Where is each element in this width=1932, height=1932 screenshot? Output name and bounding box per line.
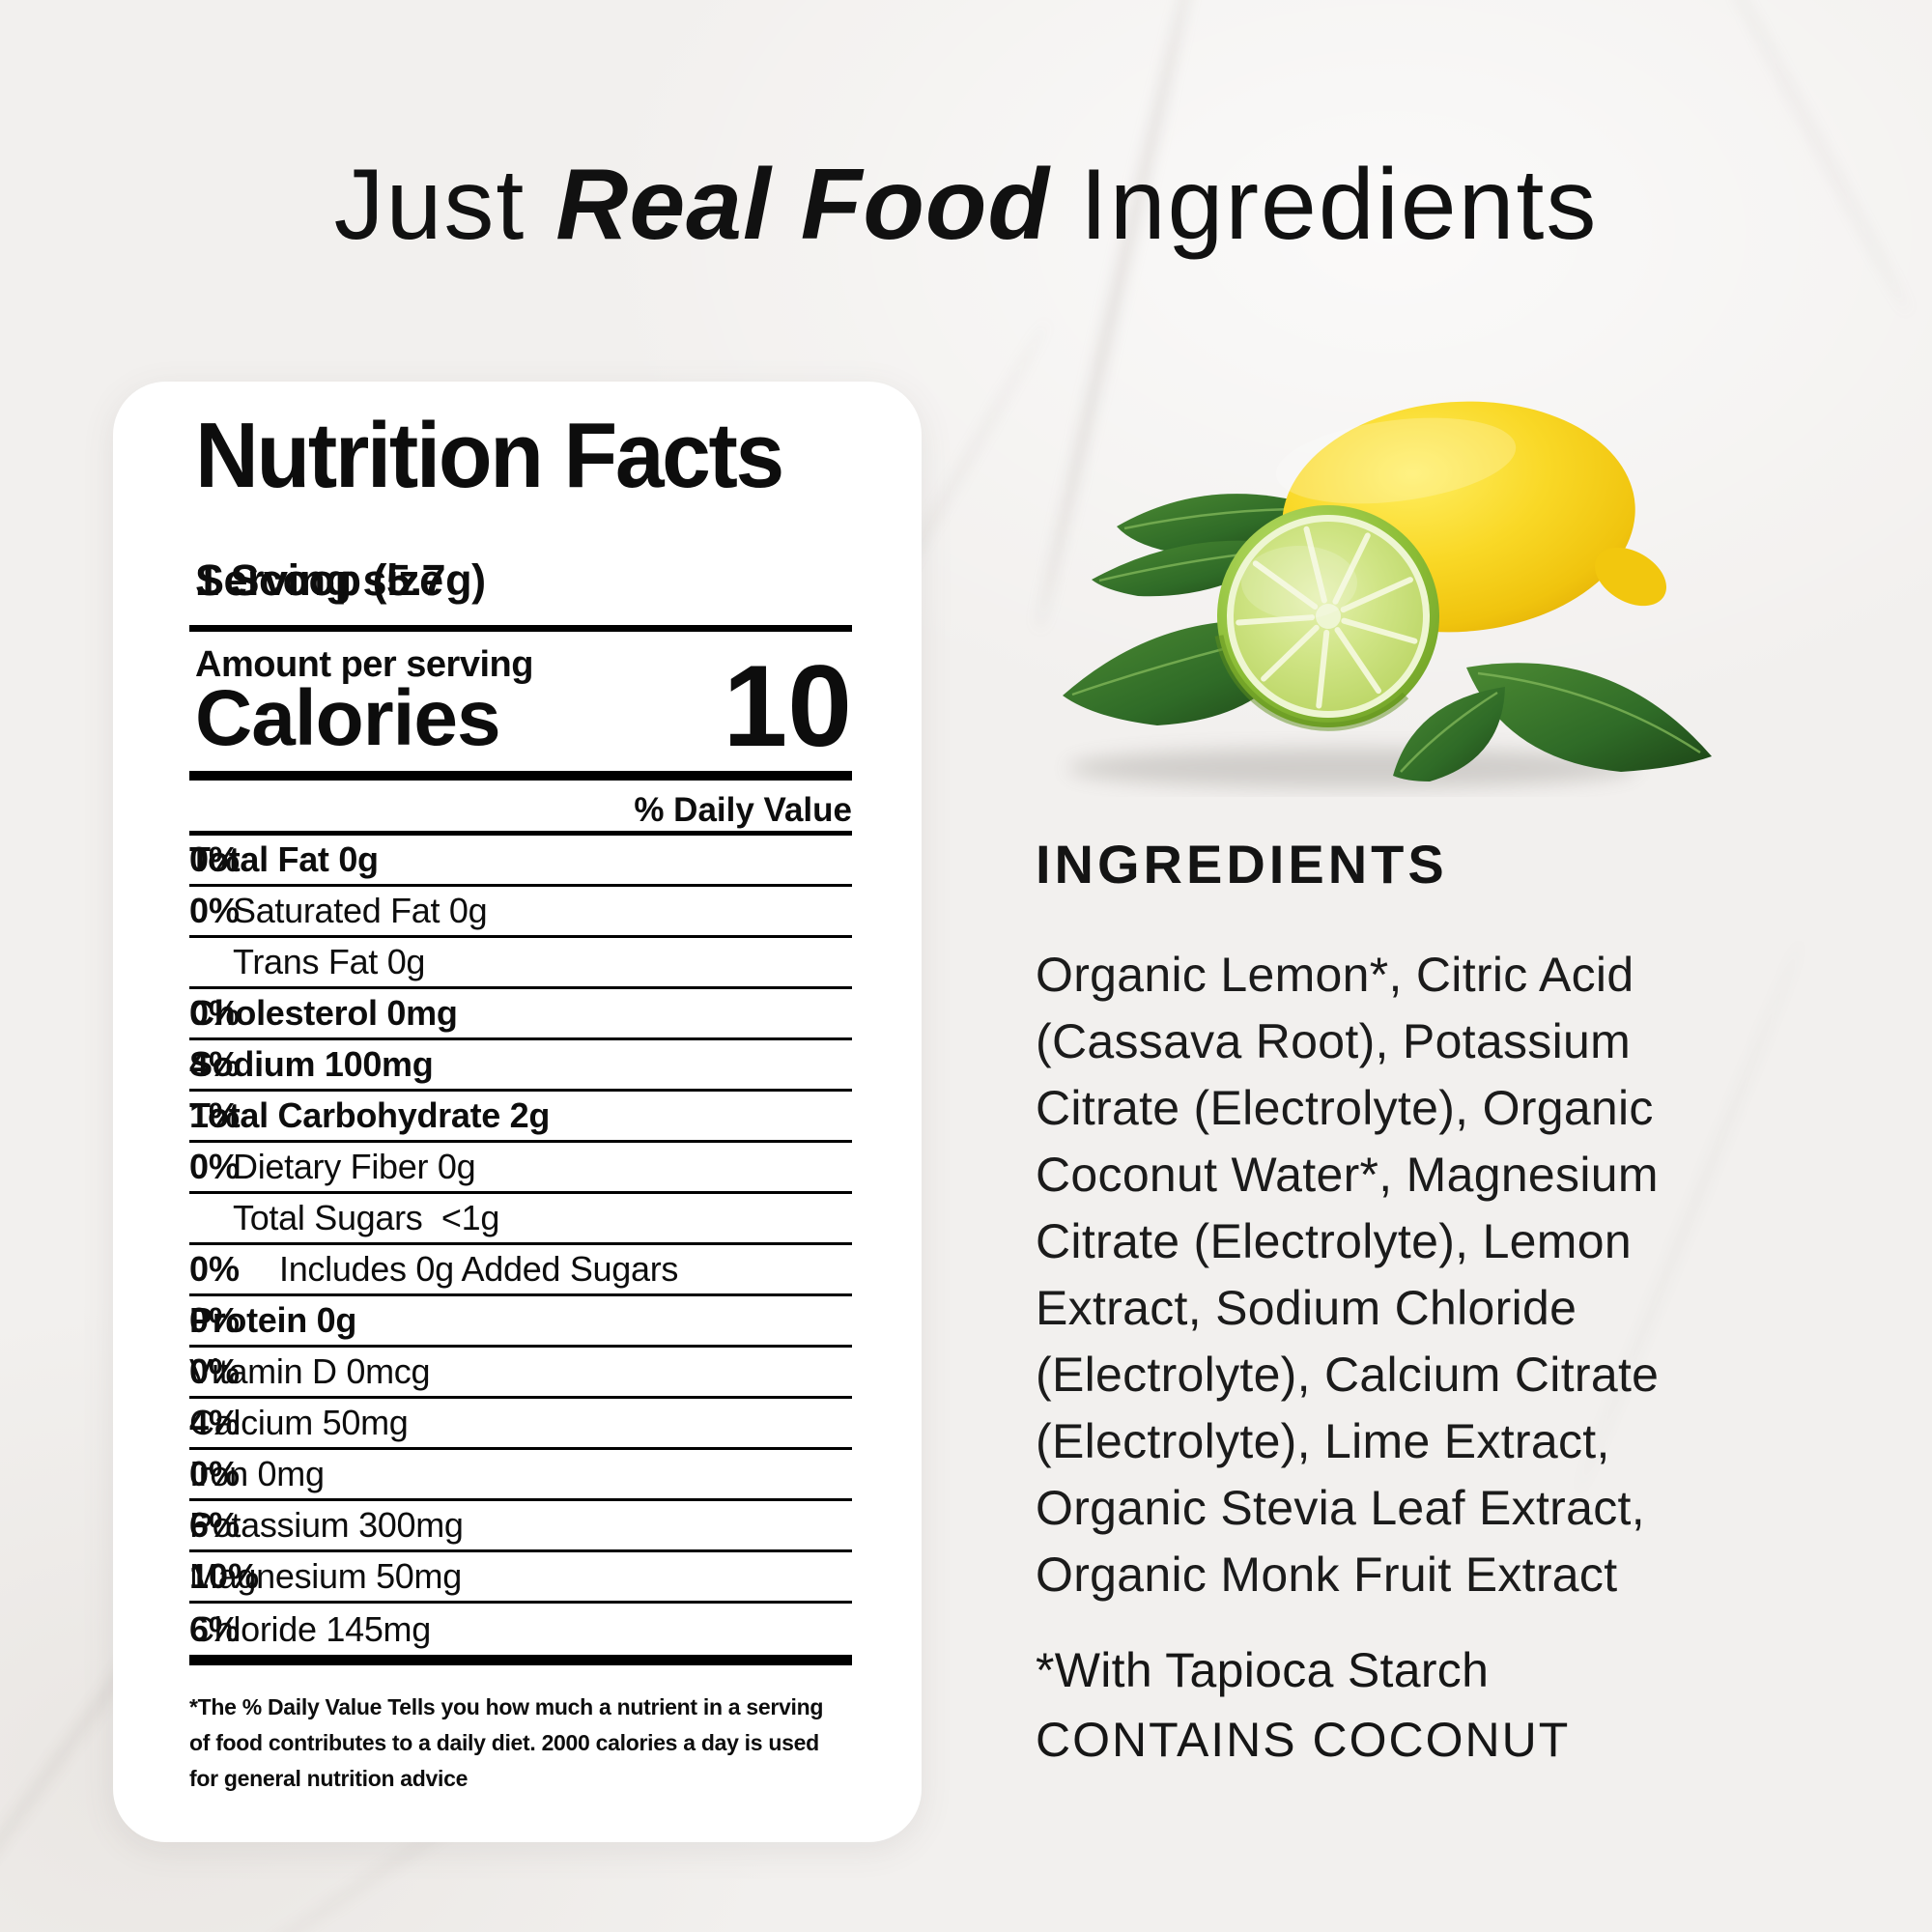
contains-coconut-note: CONTAINS COCONUT xyxy=(1036,1713,1571,1767)
nutrient-row: Dietary Fiber 0g 0% xyxy=(189,1143,852,1194)
lime-half-icon xyxy=(1214,505,1439,731)
nutrient-daily-value: 0% xyxy=(189,1454,241,1493)
nutrient-row: Total Sugars <1g xyxy=(189,1194,852,1245)
nutrient-daily-value: 0% xyxy=(189,1147,241,1186)
nutrient-row: Iron 0mg 0% xyxy=(189,1450,852,1501)
amount-per-serving-label: Amount per serving xyxy=(195,644,533,685)
nutrient-label: Trans Fat 0g xyxy=(233,942,426,981)
nutrient-label: Total Sugars <1g xyxy=(233,1198,500,1237)
calories-value: 10 xyxy=(723,641,852,771)
nutrient-row: Total Carbohydrate 2g 1% xyxy=(189,1092,852,1143)
nutrient-label: Iron 0mg xyxy=(189,1454,325,1493)
nutrient-daily-value: 4% xyxy=(189,1044,241,1084)
ingredients-list: Organic Lemon*, Citric Acid (Cassava Roo… xyxy=(1036,948,1660,1602)
nutrient-row: Total Fat 0g 0% xyxy=(189,836,852,887)
nutrient-row: Protein 0g 0% xyxy=(189,1296,852,1348)
nutrient-daily-value: 6% xyxy=(189,1505,241,1545)
nutrient-table: Total Fat 0g 0% Saturated Fat 0g 0% Trans Fa… xyxy=(189,836,852,1655)
nutrient-row: Includes 0g Added Sugars 0% xyxy=(189,1245,852,1296)
fruit-shadow xyxy=(1067,748,1637,788)
nutrient-daily-value: 0% xyxy=(189,839,241,879)
tapioca-starch-note: *With Tapioca Starch xyxy=(1036,1643,1490,1697)
nutrient-label: Protein 0g xyxy=(189,1300,357,1340)
nutrient-row: Cholesterol 0mg 0% xyxy=(189,989,852,1040)
nutrient-label: Cholesterol 0mg xyxy=(189,993,458,1033)
nutrient-daily-value: 10% xyxy=(189,1556,260,1596)
calories-label: Calories xyxy=(195,674,501,762)
divider-thick xyxy=(189,1655,852,1665)
nutrient-row: Potassium 300mg 6% xyxy=(189,1501,852,1552)
divider xyxy=(189,625,852,632)
serving-size-label: Serving size xyxy=(195,555,443,605)
nutrient-daily-value: 0% xyxy=(189,1249,241,1289)
page-title-prefix: Just xyxy=(333,149,556,261)
ingredients-heading: INGREDIENTS xyxy=(1036,834,1448,895)
nutrient-label: Dietary Fiber 0g xyxy=(233,1147,476,1186)
nutrient-row: Chloride 145mg 6% xyxy=(189,1604,852,1655)
nutrient-daily-value: 0% xyxy=(189,1300,241,1340)
nutrient-row: Sodium 100mg 4% xyxy=(189,1040,852,1092)
nutrient-row: Magnesium 50mg 10% xyxy=(189,1552,852,1604)
nutrient-daily-value: 0% xyxy=(189,891,241,930)
nutrition-facts-panel: Nutrition Facts Serving size 1 Scoop (5.… xyxy=(113,382,922,1842)
nutrient-row: Saturated Fat 0g 0% xyxy=(189,887,852,938)
nutrient-label: Chloride 145mg xyxy=(189,1608,431,1649)
nutrient-row: Calcium 50mg 4% xyxy=(189,1399,852,1450)
nutrient-daily-value: 0% xyxy=(189,1351,241,1391)
nutrient-label: Total Fat 0g xyxy=(189,839,379,879)
nutrient-daily-value: 1% xyxy=(189,1095,241,1135)
nutrient-label: Magnesium 50mg xyxy=(189,1556,462,1596)
divider-thick xyxy=(189,771,852,781)
nutrient-label: Includes 0g Added Sugars xyxy=(279,1249,679,1289)
nutrition-facts-title: Nutrition Facts xyxy=(195,404,784,507)
lemon-lime-illustration xyxy=(1063,401,1712,788)
nutrient-label: Vitamin D 0mcg xyxy=(189,1351,431,1391)
serving-size-value: 1 Scoop (5.7g) xyxy=(195,555,486,605)
page-title-suffix: Ingredients xyxy=(1049,149,1599,261)
daily-value-header: % Daily Value xyxy=(634,791,852,829)
divider xyxy=(189,831,852,836)
nutrient-daily-value: 6% xyxy=(189,1608,241,1649)
nutrient-label: Saturated Fat 0g xyxy=(233,891,488,930)
nutrient-row: Trans Fat 0g xyxy=(189,938,852,989)
nutrient-daily-value: 0% xyxy=(189,993,241,1033)
nutrient-daily-value: 4% xyxy=(189,1403,241,1442)
nutrient-label: Calcium 50mg xyxy=(189,1403,409,1442)
page-title-emphasis: Real Food xyxy=(555,149,1050,261)
nutrient-label: Potassium 300mg xyxy=(189,1505,464,1545)
page-title: Just Real Food Ingredients xyxy=(0,145,1932,266)
nutrient-label: Sodium 100mg xyxy=(189,1044,434,1084)
daily-value-footnote: *The % Daily Value Tells you how much a … xyxy=(189,1694,824,1791)
nutrient-label: Total Carbohydrate 2g xyxy=(189,1095,551,1135)
nutrient-row: Vitamin D 0mcg 0% xyxy=(189,1348,852,1399)
